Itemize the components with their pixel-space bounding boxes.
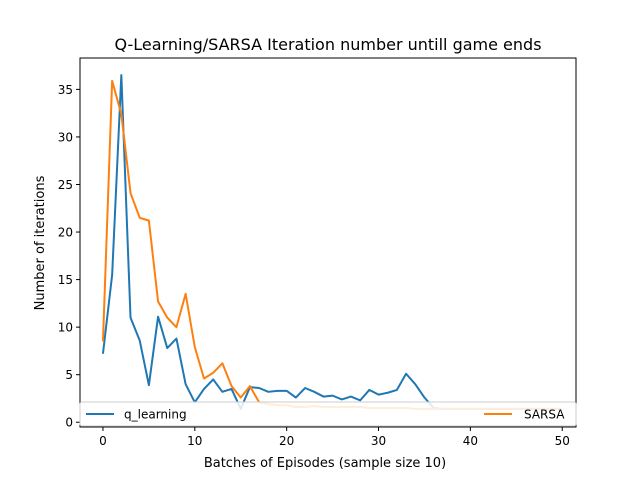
legend: q_learning SARSA [79,401,577,427]
x-tick-label: 50 [555,434,570,448]
legend-label-q-learning: q_learning [124,408,187,422]
x-tick-label: 40 [463,434,478,448]
y-tick-label: 30 [58,130,73,144]
x-axis: 0 10 20 30 40 50 [99,427,570,448]
y-tick-label: 25 [58,178,73,192]
y-tick-label: 20 [58,226,73,240]
y-axis: 0 5 10 15 20 25 30 35 [58,83,80,430]
x-tick-label: 30 [371,434,386,448]
y-tick-label: 15 [58,273,73,287]
chart-title: Q-Learning/SARSA Iteration number untill… [114,35,541,54]
y-tick-label: 10 [58,321,73,335]
y-tick-label: 0 [65,416,73,430]
x-tick-label: 20 [279,434,294,448]
legend-box [79,401,577,427]
x-tick-label: 10 [187,434,202,448]
x-axis-label: Batches of Episodes (sample size 10) [204,456,446,471]
axes-frame [79,57,577,428]
legend-label-sarsa: SARSA [524,408,565,422]
x-tick-label: 0 [99,434,107,448]
y-tick-label: 35 [58,83,73,97]
y-tick-label: 5 [65,368,73,382]
y-axis-label: Number of iterations [33,175,48,310]
